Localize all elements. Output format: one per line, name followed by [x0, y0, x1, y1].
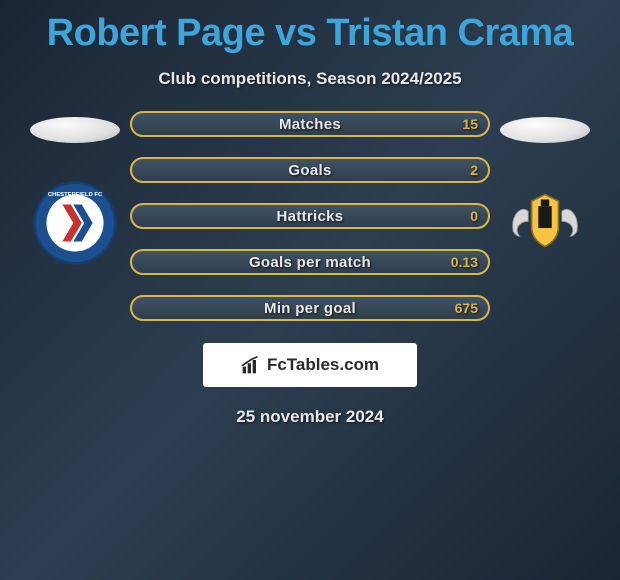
- stats-column: Matches 15 Goals 2 Hattricks 0 Goals per…: [130, 111, 490, 321]
- bar-chart-icon: [241, 355, 261, 375]
- stat-row-matches: Matches 15: [130, 111, 490, 137]
- fctables-logo[interactable]: FcTables.com: [203, 343, 417, 387]
- stat-label: Min per goal: [264, 300, 356, 317]
- player-left-column: CHESTERFIELD FC: [20, 111, 130, 265]
- stat-row-goals-per-match: Goals per match 0.13: [130, 249, 490, 275]
- stat-label: Goals: [288, 162, 331, 179]
- stat-value-right: 675: [455, 300, 478, 316]
- stat-value-right: 0: [470, 208, 478, 224]
- stat-row-hattricks: Hattricks 0: [130, 203, 490, 229]
- comparison-title: Robert Page vs Tristan Crama: [0, 0, 620, 55]
- snapshot-date: 25 november 2024: [0, 407, 620, 427]
- stat-label: Goals per match: [249, 254, 371, 271]
- player-right-column: [490, 111, 600, 265]
- player-left-silhouette: [30, 117, 120, 143]
- comparison-main: CHESTERFIELD FC Matches 15 Goals 2 Hattr…: [0, 111, 620, 321]
- stat-value-right: 15: [462, 116, 478, 132]
- player-right-silhouette: [500, 117, 590, 143]
- fctables-logo-text: FcTables.com: [267, 355, 379, 375]
- stat-row-min-per-goal: Min per goal 675: [130, 295, 490, 321]
- stat-row-goals: Goals 2: [130, 157, 490, 183]
- stat-value-right: 2: [470, 162, 478, 178]
- stat-value-right: 0.13: [451, 254, 478, 270]
- stat-label: Hattricks: [277, 208, 344, 225]
- player-right-crest: [503, 181, 587, 265]
- city-crest-icon: [503, 181, 587, 265]
- stat-label: Matches: [279, 116, 341, 133]
- player-left-crest: CHESTERFIELD FC: [33, 181, 117, 265]
- svg-text:CHESTERFIELD FC: CHESTERFIELD FC: [48, 192, 103, 198]
- comparison-subtitle: Club competitions, Season 2024/2025: [0, 69, 620, 89]
- chesterfield-crest-icon: CHESTERFIELD FC: [33, 181, 117, 265]
